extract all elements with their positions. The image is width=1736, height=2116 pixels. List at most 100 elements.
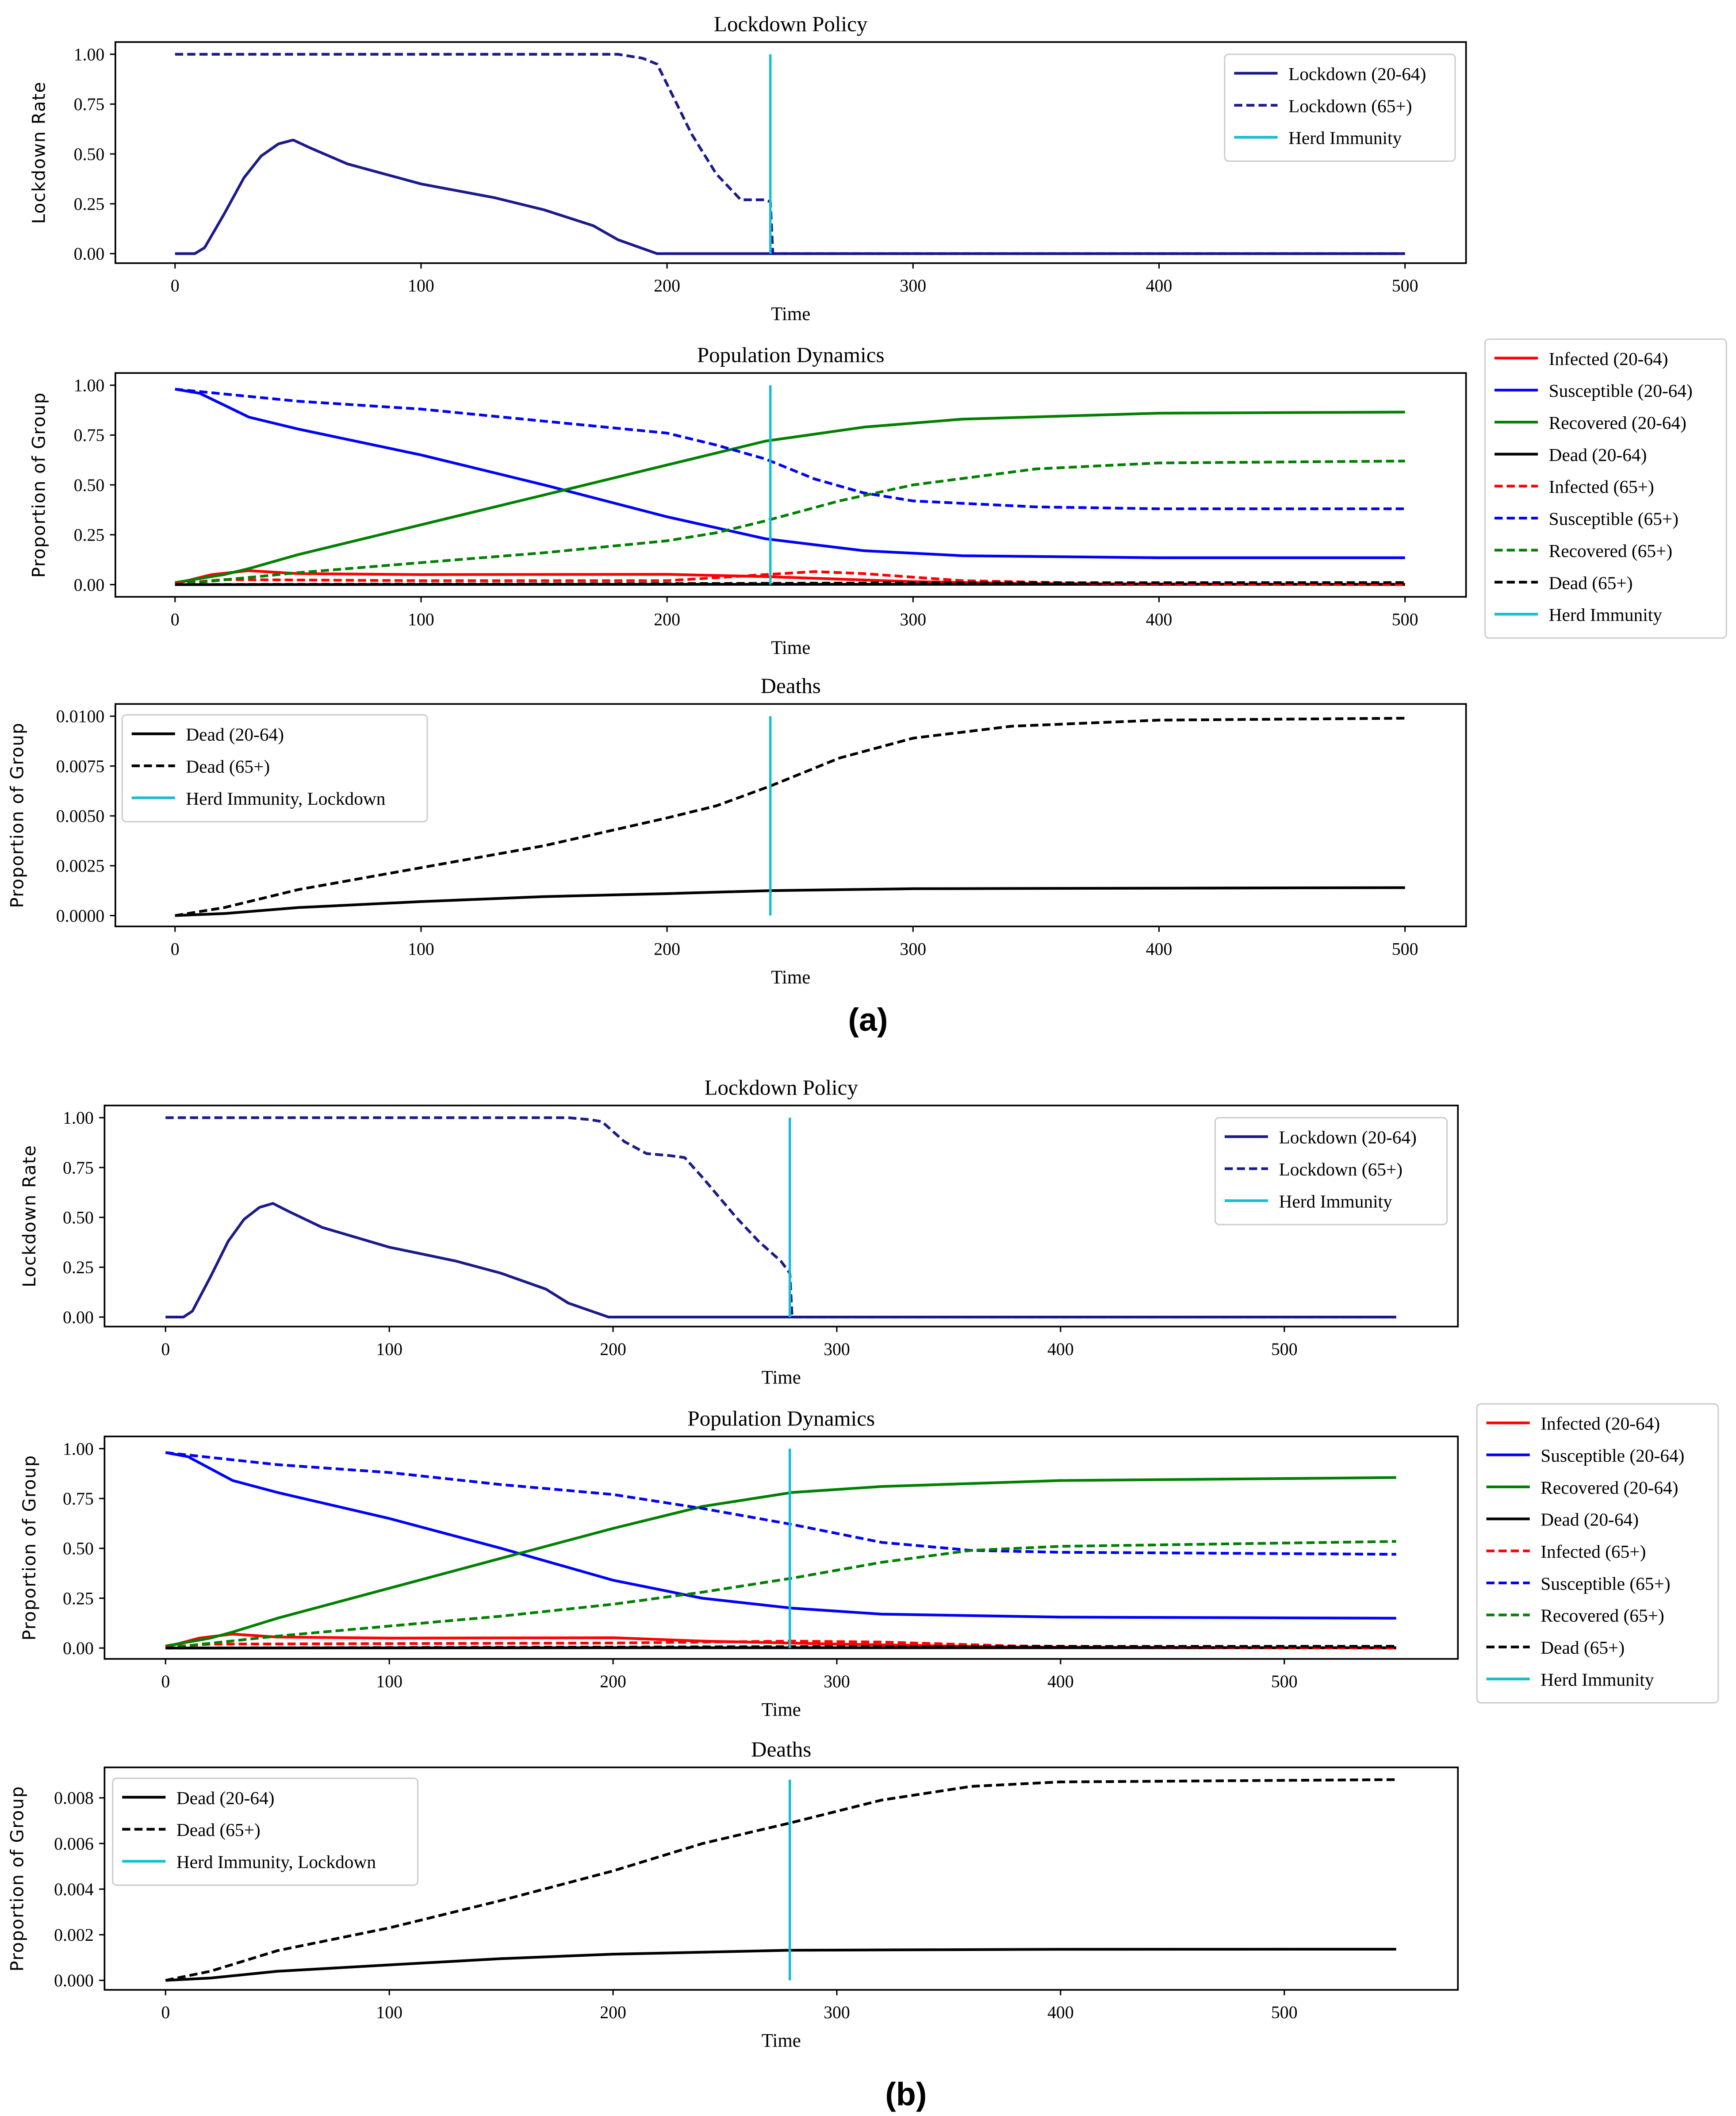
plot-frame (103, 1104, 1459, 1328)
x-axis-label: Time (762, 1367, 801, 1388)
x-tick-label: 0 (161, 1671, 170, 1691)
y-tick-label: 0.0100 (56, 707, 105, 726)
chart-title: Lockdown Policy (705, 1075, 858, 1099)
legend-label: Lockdown (65+) (1279, 1159, 1403, 1180)
chart-title: Population Dynamics (687, 1406, 875, 1430)
legend-label: Lockdown (20-64) (1279, 1127, 1417, 1148)
y-axis-label: Lockdown Rate (19, 1145, 40, 1287)
x-axis-label: Time (762, 1700, 801, 1720)
y-tick-label: 0.0025 (56, 856, 105, 876)
x-tick-label: 0 (171, 939, 180, 959)
y-tick-label: 0.006 (54, 1834, 94, 1854)
legend-label: Herd Immunity (1541, 1669, 1654, 1690)
y-tick-label: 0.0075 (56, 756, 105, 776)
legend-label: Dead (65+) (176, 1820, 261, 1840)
legend-label: Lockdown (65+) (1288, 96, 1412, 116)
y-axis-label: Proportion of Group (19, 1455, 40, 1640)
x-tick-label: 400 (1146, 609, 1173, 629)
y-tick-label: 0.75 (63, 1158, 94, 1178)
x-tick-label: 500 (1271, 1671, 1298, 1691)
y-axis-label: Proportion of Group (7, 722, 27, 908)
series-lockdown-65-line (165, 1116, 1396, 1319)
legend-box (1224, 54, 1456, 162)
legend-label: Recovered (65+) (1541, 1605, 1664, 1626)
y-tick-label: 0.00 (63, 1638, 94, 1658)
series-lockdown-20-64-line (175, 138, 1405, 255)
y-axis-label: Lockdown Rate (29, 81, 49, 224)
x-tick-label: 300 (824, 1339, 850, 1359)
x-tick-label: 100 (376, 1339, 402, 1359)
x-tick-label: 200 (654, 609, 680, 629)
legend-box (1484, 338, 1727, 639)
series-susceptible-20-64-line (165, 1451, 1396, 1620)
legend: Dead (20-64) Dead (65+) Herd Immunity, Loc… (112, 1778, 419, 1886)
series-infected-65-line (165, 1640, 1396, 1650)
x-axis-label: Time (771, 637, 810, 658)
legend: Infected (20-64) Susceptible (20-64) Recov… (1476, 1403, 1719, 1704)
x-tick-label: 400 (1047, 1671, 1074, 1691)
chart-a-lockdown: Lockdown Policy Time Lockdown Rate 0 100 200 3… (29, 12, 1467, 325)
legend-label: Dead (20-64) (1549, 445, 1647, 465)
legend: Dead (20-64) Dead (65+) Herd Immunity, Loc… (121, 714, 428, 822)
y-tick-label: 0.0000 (56, 906, 105, 926)
x-tick-label: 0 (161, 2002, 170, 2022)
chart-title: Population Dynamics (697, 343, 885, 367)
legend-label: Dead (65+) (186, 756, 270, 777)
legend-label: Infected (65+) (1549, 476, 1654, 497)
legend-label: Susceptible (20-64) (1549, 380, 1693, 401)
y-tick-label: 0.00 (74, 244, 105, 264)
series-susceptible-65-line (165, 1451, 1396, 1556)
x-tick-label: 500 (1271, 1339, 1298, 1359)
panel-label-b: (b) (885, 2075, 927, 2112)
x-tick-label: 400 (1047, 1339, 1074, 1359)
chart-a-population: Population Dynamics Time Proportion of Gro… (29, 338, 1727, 658)
series-susceptible-65-line (175, 388, 1405, 511)
y-tick-label: 1.00 (63, 1108, 94, 1128)
legend-label: Dead (20-64) (176, 1788, 275, 1809)
x-tick-label: 300 (824, 2002, 850, 2022)
series-dead-20-64-line (165, 1947, 1396, 1982)
x-tick-label: 100 (376, 2002, 402, 2022)
panel-label-a: (a) (848, 1001, 888, 1038)
legend-label: Dead (65+) (1549, 572, 1633, 593)
legend-label: Infected (20-64) (1541, 1413, 1660, 1434)
legend-label: Susceptible (65+) (1541, 1573, 1670, 1594)
legend-label: Herd Immunity, Lockdown (176, 1852, 376, 1872)
x-tick-label: 300 (900, 939, 926, 959)
series-dead-65-line (175, 717, 1405, 917)
series-recovered-65-line (175, 460, 1405, 586)
x-tick-label: 200 (654, 939, 680, 959)
chart-title: Lockdown Policy (714, 12, 868, 36)
y-tick-label: 0.25 (74, 194, 105, 214)
legend-label: Infected (65+) (1541, 1541, 1646, 1562)
plot-frame (115, 41, 1467, 264)
legend-label: Herd Immunity (1288, 128, 1402, 148)
legend: Lockdown (20-64) Lockdown (65+) Herd Immun… (1224, 54, 1456, 162)
y-tick-label: 0.50 (63, 1539, 94, 1559)
x-tick-label: 300 (824, 1671, 850, 1691)
y-tick-label: 0.00 (74, 575, 105, 595)
y-tick-label: 0.008 (54, 1788, 94, 1808)
y-tick-label: 0.002 (54, 1925, 94, 1945)
x-tick-label: 400 (1146, 939, 1173, 959)
legend: Lockdown (20-64) Lockdown (65+) Herd Immun… (1214, 1117, 1448, 1225)
x-tick-label: 400 (1146, 276, 1173, 296)
y-tick-label: 0.0050 (56, 806, 105, 826)
series-susceptible-20-64-line (175, 388, 1405, 559)
legend-label: Dead (20-64) (1541, 1509, 1639, 1530)
x-tick-label: 200 (600, 2002, 626, 2022)
series-lockdown-65-line (175, 53, 1405, 255)
x-axis-label: Time (771, 967, 810, 988)
y-tick-label: 0.75 (74, 94, 105, 114)
legend-box (112, 1778, 419, 1886)
x-axis-label: Time (762, 2031, 801, 2051)
x-tick-label: 500 (1392, 609, 1418, 629)
x-tick-label: 100 (376, 1671, 402, 1691)
series-lockdown-20-64-line (165, 1202, 1396, 1319)
series-dead-65-line (175, 581, 1405, 586)
y-tick-label: 0.25 (74, 525, 105, 545)
plot-frame (103, 1436, 1459, 1660)
legend-label: Infected (20-64) (1549, 349, 1668, 369)
y-tick-label: 1.00 (63, 1439, 94, 1459)
x-tick-label: 100 (408, 939, 434, 959)
